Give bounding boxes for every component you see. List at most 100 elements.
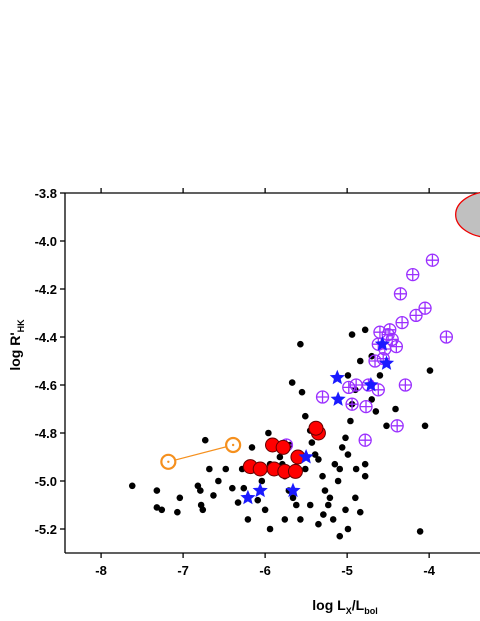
- point: [206, 465, 213, 473]
- point: [215, 477, 222, 485]
- dot: [174, 508, 181, 516]
- point: [345, 397, 359, 411]
- point: [276, 453, 284, 461]
- dot: [158, 506, 166, 514]
- point: [421, 422, 429, 430]
- dot: [368, 396, 376, 403]
- point: [342, 434, 349, 442]
- dot: [311, 451, 319, 458]
- point: [383, 422, 390, 430]
- point: [128, 482, 136, 490]
- dot: [361, 460, 369, 468]
- dot: [336, 532, 344, 540]
- point: [292, 501, 300, 509]
- point: [158, 506, 166, 514]
- point: [395, 315, 409, 330]
- dot: [338, 444, 346, 451]
- point: [324, 501, 332, 509]
- cross: [396, 316, 409, 329]
- dot: [244, 516, 252, 523]
- point: [352, 465, 360, 473]
- point: [329, 516, 337, 523]
- point: [285, 482, 301, 498]
- point: [308, 439, 316, 446]
- dot: [344, 372, 352, 379]
- center-dot: [231, 443, 235, 447]
- dot: [361, 472, 369, 480]
- dot: [229, 484, 236, 492]
- star: [285, 482, 301, 498]
- point: [342, 380, 356, 395]
- point: [240, 489, 256, 505]
- dot: [336, 465, 344, 473]
- y-tick-label: -4.8: [35, 426, 57, 441]
- point: [352, 494, 359, 502]
- point: [153, 487, 161, 494]
- dot: [292, 501, 300, 509]
- cross: [383, 323, 396, 336]
- cross: [342, 381, 355, 394]
- y-tick-label: -4.4: [35, 330, 58, 345]
- point: [336, 465, 344, 473]
- point: [358, 433, 372, 447]
- point: [298, 449, 314, 464]
- point: [240, 484, 248, 492]
- point: [326, 494, 334, 502]
- dot: [289, 494, 297, 502]
- point: [336, 532, 344, 540]
- dot: [372, 408, 380, 415]
- y-tick-label: -4.2: [35, 282, 57, 297]
- point: [356, 508, 364, 516]
- dot: [276, 453, 284, 461]
- dot: [331, 460, 339, 468]
- star: [252, 482, 268, 498]
- y-axis-label: log R'HK: [7, 319, 26, 371]
- point: [383, 323, 397, 337]
- cross: [346, 398, 359, 411]
- x-tick-label: -8: [95, 563, 107, 578]
- dot: [334, 477, 342, 485]
- point: [398, 378, 413, 392]
- point: [222, 465, 230, 473]
- cross: [359, 434, 372, 447]
- point: [302, 465, 309, 473]
- connector-line: [168, 444, 234, 463]
- point: [409, 308, 423, 323]
- dot: [315, 456, 322, 463]
- axis-label-subscript: bol: [364, 606, 378, 616]
- y-tick-label: -5.0: [35, 474, 57, 489]
- dot: [342, 506, 349, 514]
- star: [363, 377, 379, 392]
- cross: [382, 328, 395, 341]
- cross: [394, 287, 407, 300]
- point: [160, 453, 177, 470]
- dot: [302, 465, 309, 473]
- dot: [392, 405, 399, 413]
- dot: [356, 508, 364, 516]
- dot: [376, 372, 384, 379]
- point: [275, 439, 291, 455]
- dot: [176, 494, 184, 502]
- dot: [297, 516, 304, 523]
- point: [288, 379, 296, 386]
- star: [378, 355, 395, 370]
- dot: [321, 487, 329, 494]
- dot: [281, 516, 289, 523]
- dot: [248, 444, 256, 451]
- point: [201, 436, 209, 444]
- point: [349, 378, 363, 392]
- point: [153, 504, 161, 511]
- dot: [234, 499, 242, 506]
- cross: [350, 379, 363, 391]
- dot: [266, 525, 274, 533]
- point: [248, 444, 256, 451]
- circle: [252, 461, 268, 477]
- point: [311, 451, 319, 458]
- point: [298, 388, 306, 396]
- x-tick-label: -5: [341, 563, 353, 578]
- point: [406, 267, 420, 282]
- star: [330, 391, 346, 406]
- point: [254, 496, 262, 504]
- point: [176, 494, 184, 502]
- dot: [258, 477, 266, 485]
